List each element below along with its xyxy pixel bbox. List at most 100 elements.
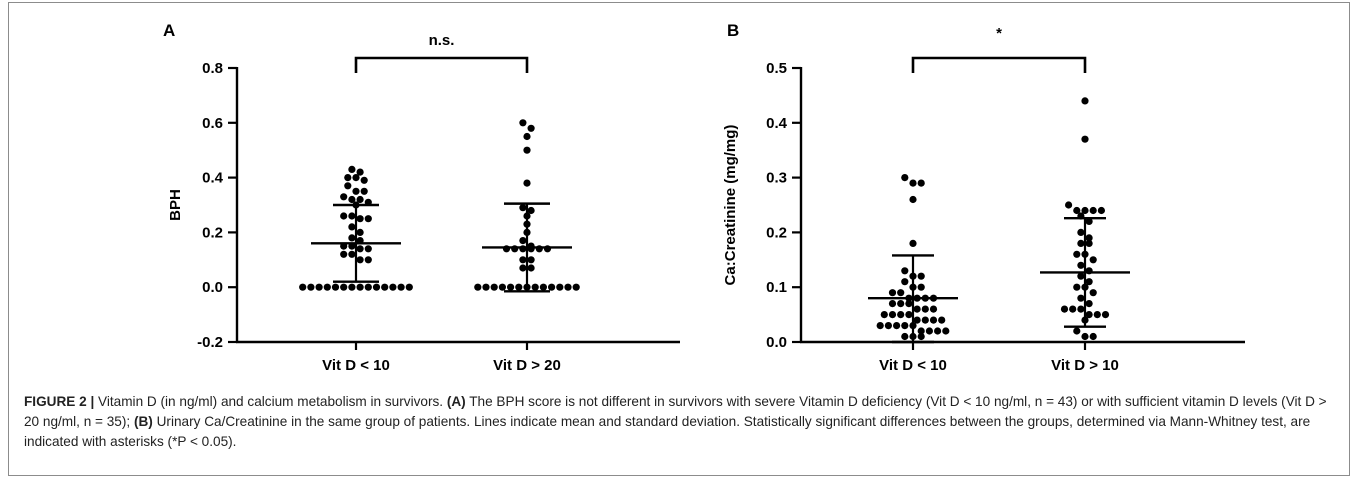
data-point <box>938 316 946 324</box>
data-point <box>474 283 482 291</box>
data-point <box>323 283 331 291</box>
data-point <box>1069 305 1077 313</box>
data-point <box>1073 283 1081 291</box>
data-point <box>1081 97 1089 105</box>
data-point <box>356 283 364 291</box>
data-point <box>352 187 360 195</box>
data-point <box>901 322 909 330</box>
data-point <box>523 132 531 141</box>
data-point <box>531 283 539 291</box>
data-point <box>1073 206 1081 215</box>
data-point <box>901 174 909 182</box>
data-point <box>880 311 888 319</box>
y-tick-label: 0.6 <box>202 115 223 132</box>
data-point <box>913 316 921 324</box>
data-point <box>348 195 356 204</box>
data-point <box>498 283 506 291</box>
panel-a: A -0.2 0.0 0.2 0.4 0.6 0.8 BPH Vit D < 10 Vit D >… <box>163 21 680 374</box>
data-point <box>523 146 531 154</box>
data-point <box>909 239 917 247</box>
x-tick-label: Vit D > 10 <box>1051 357 1119 374</box>
data-point <box>548 283 556 291</box>
data-point <box>344 182 352 190</box>
data-point <box>897 300 905 308</box>
data-point <box>1060 305 1069 313</box>
data-point <box>1093 311 1101 319</box>
data-point <box>356 168 364 176</box>
data-point <box>917 332 925 341</box>
data-point <box>340 250 348 258</box>
significance-bracket <box>911 56 1087 73</box>
data-point <box>364 215 372 223</box>
data-point <box>917 272 925 280</box>
data-point <box>364 245 372 253</box>
data-point <box>348 223 356 231</box>
data-point <box>1101 311 1110 319</box>
data-point <box>921 316 929 324</box>
data-point <box>364 283 372 291</box>
data-point <box>352 174 360 182</box>
panel-b: B 0.0 0.1 0.2 0.3 0.4 0.5 Ca:Creatinine (mg/mg)… <box>722 21 1245 374</box>
data-point <box>1077 228 1085 236</box>
group-2: Vit D > 10 <box>1040 97 1130 374</box>
data-point <box>340 283 348 291</box>
caption-part-a-text: The BPH score is not different in surviv… <box>24 394 1327 429</box>
data-point <box>523 179 531 187</box>
figure-frame <box>8 2 1350 476</box>
group-2: Vit D > 20 <box>474 119 580 374</box>
x-tick-label: Vit D < 10 <box>322 357 390 374</box>
data-point <box>1089 332 1097 341</box>
data-point <box>527 206 535 215</box>
data-point <box>888 300 897 308</box>
data-point <box>901 332 909 341</box>
data-point <box>1085 311 1093 319</box>
data-point <box>1085 217 1093 225</box>
data-point <box>934 327 942 335</box>
data-point <box>527 124 535 132</box>
data-point <box>519 256 527 264</box>
data-point <box>1077 261 1085 269</box>
data-point <box>917 283 925 291</box>
data-point <box>1085 300 1093 308</box>
data-point <box>507 283 515 291</box>
data-point <box>348 250 356 258</box>
data-point <box>884 322 893 330</box>
data-point <box>389 283 397 291</box>
data-point <box>1081 135 1089 143</box>
group-1: Vit D < 10 <box>299 165 413 374</box>
data-point <box>929 316 938 324</box>
data-point <box>1065 201 1073 209</box>
data-point <box>356 215 364 223</box>
data-point <box>901 278 909 286</box>
data-point <box>1089 289 1097 297</box>
data-point <box>942 327 950 335</box>
data-point <box>1077 294 1085 302</box>
data-point <box>356 195 364 204</box>
data-point <box>1085 234 1093 242</box>
data-point <box>340 193 348 201</box>
caption-figure-label: FIGURE 2 | <box>24 394 95 409</box>
group-1: Vit D < 10 <box>868 174 958 374</box>
data-point <box>572 283 580 291</box>
y-axis-label: Ca:Creatinine (mg/mg) <box>722 125 739 286</box>
data-point <box>381 283 389 291</box>
data-point <box>917 327 925 335</box>
figure-chart-area: A -0.2 0.0 0.2 0.4 0.6 0.8 BPH Vit D < 10 Vit D >… <box>163 21 1245 374</box>
panel-letter: B <box>727 21 739 40</box>
data-point <box>340 212 348 220</box>
data-point <box>1097 206 1105 215</box>
data-point <box>364 256 372 264</box>
y-tick-label: 0.0 <box>202 279 223 296</box>
data-point <box>527 264 535 272</box>
data-point <box>331 283 340 291</box>
x-tick-label: Vit D < 10 <box>879 357 947 374</box>
caption-part-b-text: Urinary Ca/Creatinine in the same group … <box>24 414 1311 449</box>
data-point <box>356 245 364 253</box>
data-point <box>1085 278 1093 286</box>
data-point <box>909 195 917 204</box>
y-tick-label: 0.3 <box>766 170 787 187</box>
data-point <box>901 267 909 275</box>
significance-bracket <box>354 56 529 73</box>
panel-letter: A <box>163 21 175 40</box>
data-point <box>897 289 905 297</box>
